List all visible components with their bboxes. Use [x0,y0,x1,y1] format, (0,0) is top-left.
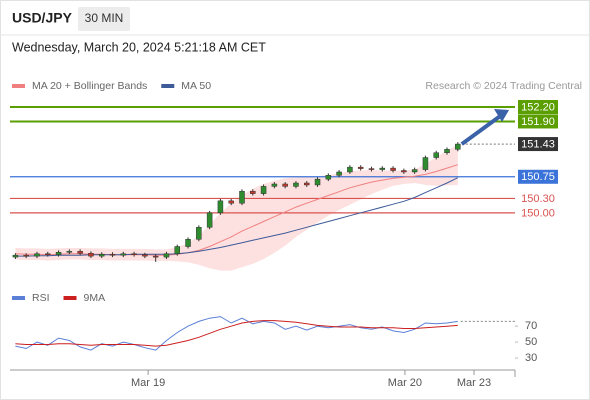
level-label: 150.00 [521,207,555,219]
candle-body [368,168,375,170]
candle-body [390,167,396,171]
candle-body [142,254,148,257]
candle-body [336,171,342,176]
candle-body [303,182,310,186]
candle-body [77,251,83,254]
legend-swatch [12,296,25,300]
level-label: 151.90 [521,116,555,128]
legend-label: RSI [32,292,50,304]
bollinger-band [15,144,458,271]
legend-swatch [161,84,175,88]
indicator-line [15,320,458,347]
candle-body [239,190,245,204]
candle-body [325,175,332,180]
level-label-box [518,137,558,152]
symbol: USD/JPY [12,10,73,26]
candle-body [293,182,299,187]
level-label-box [518,100,558,115]
candle-body [357,166,364,169]
candle-body [347,166,353,173]
candle-body [217,200,224,214]
candle-body [271,183,278,187]
candle-body [12,254,19,258]
candle-body [152,255,159,258]
y-tick-label: 50 [525,336,537,348]
candle-body [206,212,213,228]
legend-label: 9MA [84,292,106,304]
level-label-box [518,114,558,129]
candle-body [196,227,202,240]
timestamp: Wednesday, March 20, 2024 5:21:18 AM CET [12,40,266,54]
level-label: 152.20 [521,101,555,113]
candle-body [401,170,407,173]
candle-body [55,252,62,255]
forecast-arrow [460,112,505,146]
candle-body [250,190,256,194]
candle-body [88,253,94,257]
x-tick-label: Mar 19 [131,377,165,389]
legend-swatch [12,84,25,88]
candle-body [433,152,439,158]
candle-body [109,253,116,256]
legend-swatch [63,296,77,300]
candle-body [314,178,321,186]
candle-body [120,253,127,256]
interval: 30 MIN [85,11,124,25]
candle-body [45,253,51,255]
candle-body [163,253,170,258]
candle-body [185,239,191,247]
candle-body [455,143,461,150]
y-tick-label: 30 [525,352,537,364]
candle-body [422,157,429,170]
candle-body [444,149,450,153]
y-tick-label: 70 [525,320,537,332]
level-label: 151.43 [521,138,555,150]
candle-body [379,167,386,170]
interval-badge [78,7,130,31]
candle-body [411,169,418,173]
level-label: 150.75 [521,171,555,183]
level-label-box [518,169,558,184]
candle-body [228,200,234,204]
candle-body [282,183,288,187]
candle-body [98,253,105,257]
x-tick-label: Mar 23 [457,377,491,389]
x-tick-label: Mar 20 [388,377,422,389]
candle-body [34,253,40,257]
candle-body [131,253,137,255]
legend-label: MA 50 [181,80,211,92]
candle-body [23,254,29,257]
credit: Research © 2024 Trading Central [425,80,582,92]
candle-body [66,251,73,253]
forecast-arrowhead [494,109,509,123]
candle-body [174,246,181,254]
candle-body [260,186,267,194]
level-label: 150.30 [521,193,555,205]
legend-label: MA 20 + Bollinger Bands [32,80,147,92]
